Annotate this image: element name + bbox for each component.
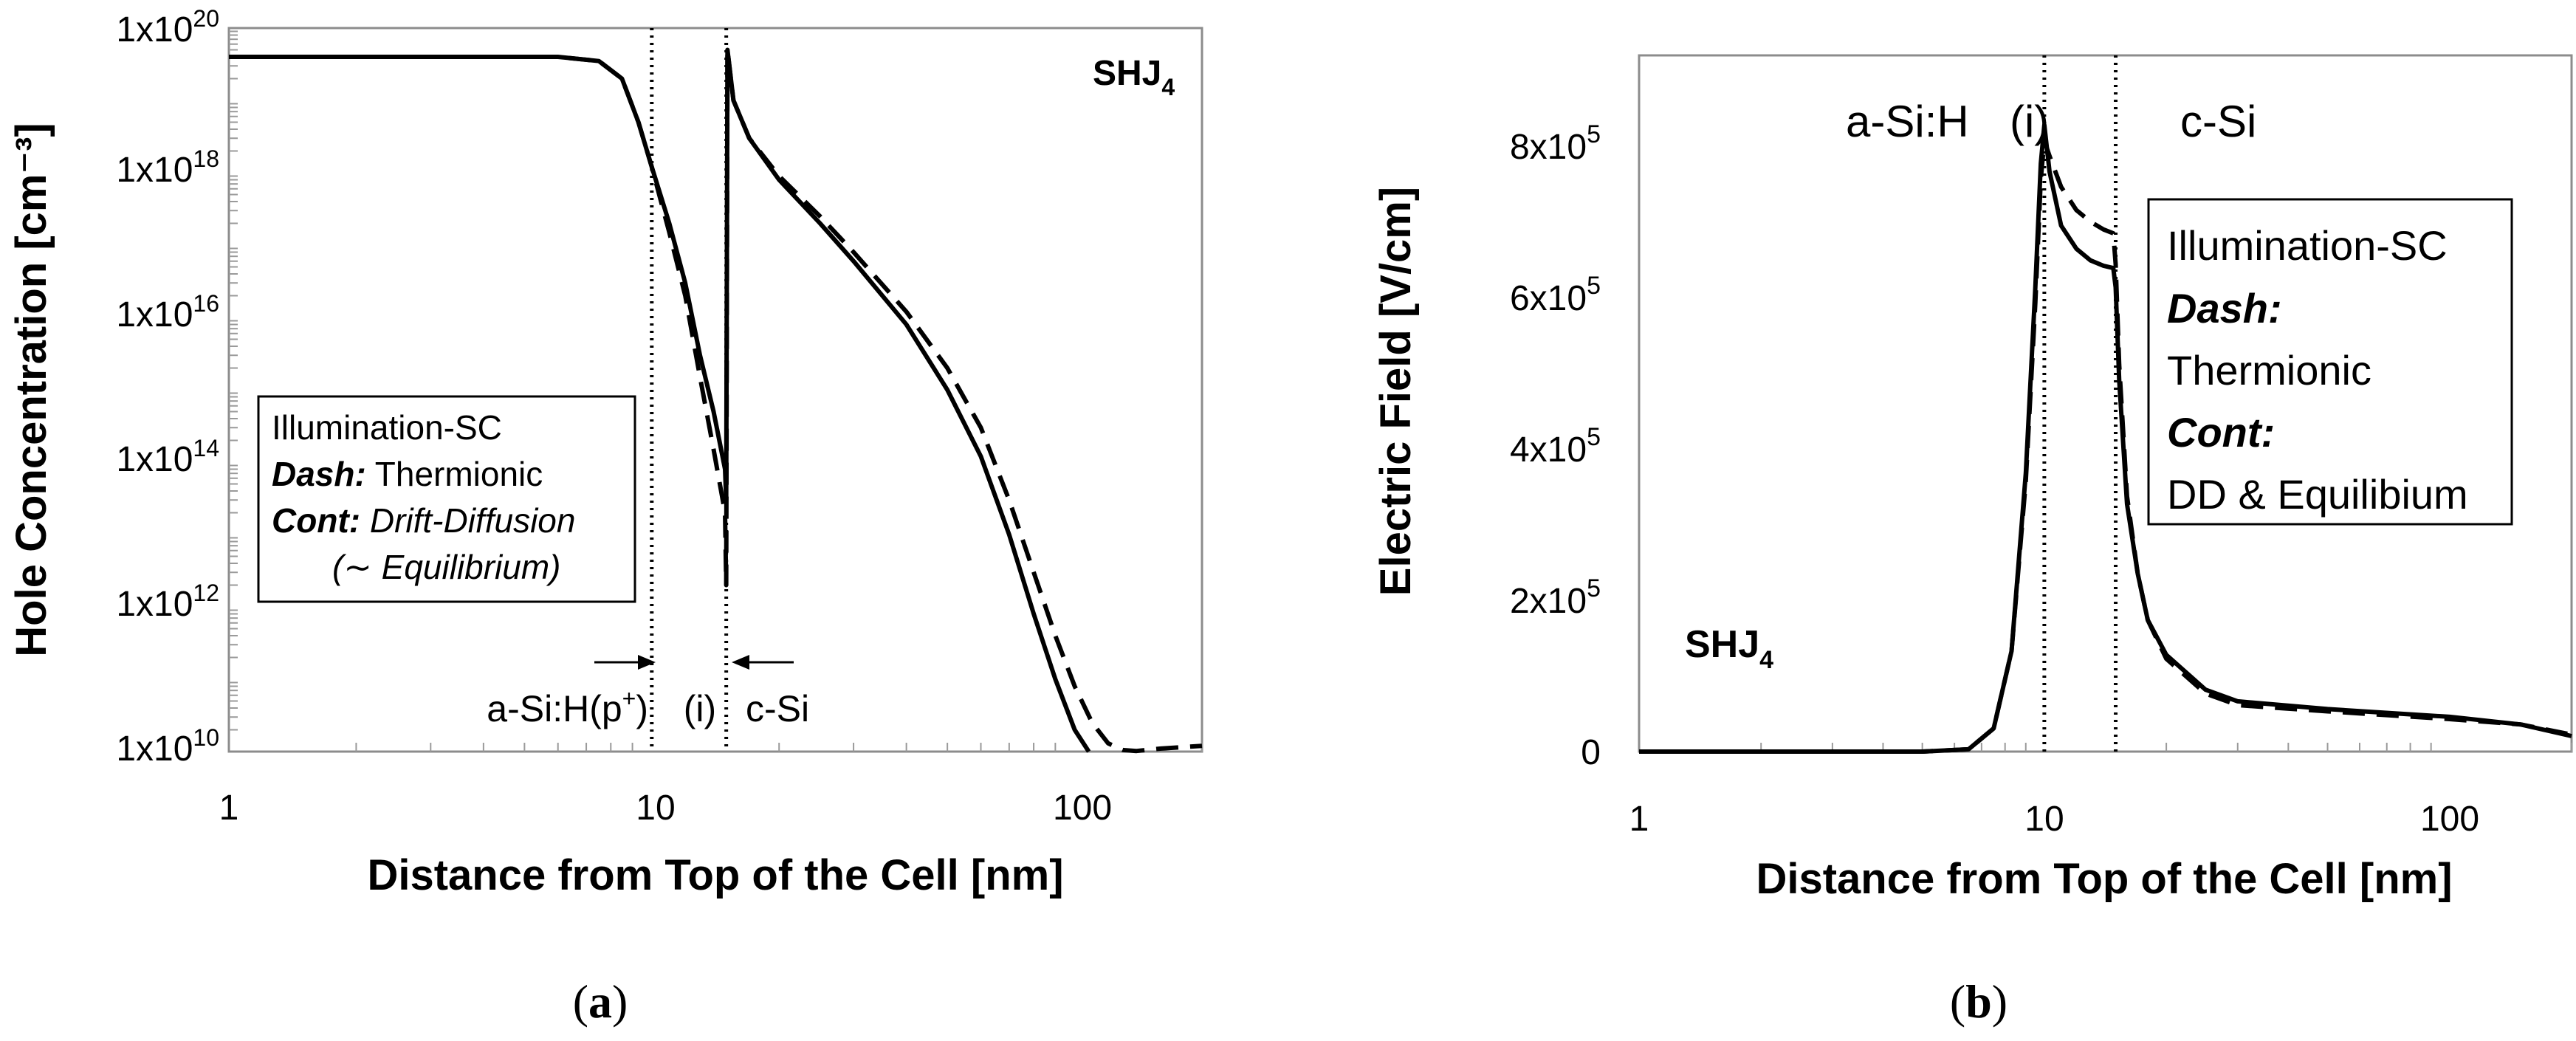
panel-a-y-tick-label: 1x1012 xyxy=(116,580,219,624)
panel-b-y-tick-label: 0 xyxy=(1581,733,1601,772)
panel-b-legend-box xyxy=(2147,198,2513,526)
panel-b-x-tick-label: 10 xyxy=(2024,800,2064,839)
panel-a-x-minor-ticks xyxy=(355,743,1203,752)
panel-a-series xyxy=(229,47,1203,754)
panel-a-legend-line1: Illumination-SC xyxy=(272,408,502,447)
panel-a-legend-cont: Cont: Drift-Diffusion xyxy=(272,501,575,540)
series-line-thermionic xyxy=(1639,138,2572,754)
panel-a-label: (a) xyxy=(573,975,628,1028)
panel-b-y-tick-label: 8x105 xyxy=(1510,120,1601,167)
panel-b-legend-cont-val: DD & Equilibium xyxy=(2167,471,2468,518)
panel-a-y-tick-label: 1x1020 xyxy=(116,5,219,49)
panel-a-y-tick-label: 1x1016 xyxy=(116,290,219,334)
panel-b-y-tick-label: 6x105 xyxy=(1510,272,1601,318)
panel-a-region-label-asi: a-Si:H(p+) xyxy=(487,685,648,729)
panel-b-label: (b) xyxy=(1950,975,2007,1028)
panel-a-y-tick-label: 1x1014 xyxy=(116,435,219,479)
panel-a-legend-cont2: (∼ Equilibrium) xyxy=(332,548,561,586)
panel-a-legend-dash: Dash: Thermionic xyxy=(272,455,543,493)
panel-b-legend-dash-key: Dash: xyxy=(2167,285,2282,331)
panel-b-region-label-csi: c-Si xyxy=(2180,97,2256,146)
panel-b-legend-cont-key: Cont: xyxy=(2167,409,2275,456)
panel-b-boundary-lines xyxy=(2042,55,2118,752)
panel-b-x-tick-label: 1 xyxy=(1629,800,1649,839)
panel-a-y-minor-ticks xyxy=(229,30,238,731)
panel-a-region-arrows xyxy=(594,655,794,670)
panel-a: 1x1010 1x1012 1x1014 1x1016 1x1018 1x102… xyxy=(7,5,1203,1028)
panel-b-title: SHJ4 xyxy=(1685,623,1773,674)
panel-a-x-axis-title: Distance from Top of the Cell [nm] xyxy=(367,851,1063,899)
panel-a-y-tick-label: 1x1018 xyxy=(116,145,219,190)
panel-a-legend: Illumination-SC Dash: Thermionic Cont: D… xyxy=(257,395,636,603)
series-line-drift-diffusion xyxy=(1639,123,2572,754)
panel-b-y-axis-title: Electric Field [V/cm] xyxy=(1372,187,1420,596)
panel-b-x-axis-title: Distance from Top of the Cell [nm] xyxy=(1756,855,2452,903)
panel-a-x-tick-label: 1 xyxy=(219,789,239,828)
panel-a-y-tick-label: 1x1010 xyxy=(116,724,219,769)
panel-a-y-axis-title: Hole Concentration [cm⁻³] xyxy=(7,123,55,656)
series-line-drift-diffusion xyxy=(229,47,1091,753)
panel-b-series xyxy=(1639,123,2572,754)
panel-b-x-minor-ticks xyxy=(1760,743,2572,752)
panel-b-legend: Illumination-SC Dash: Thermionic Cont: D… xyxy=(2147,198,2513,526)
panel-b-plot-area xyxy=(1638,54,2573,753)
panel-a-arrow-right-head xyxy=(732,655,749,670)
panel-b-y-tick-label: 4x105 xyxy=(1510,423,1601,470)
panel-a-region-label-csi: c-Si xyxy=(746,688,809,729)
panel-b-legend-dash-val: Thermionic xyxy=(2167,347,2371,394)
panel-b-y-tick-label: 2x105 xyxy=(1510,574,1601,621)
panel-a-legend-box xyxy=(257,395,636,603)
panel-b-region-label-asi: a-Si:H xyxy=(1846,97,1969,146)
panel-b-x-tick-label: 100 xyxy=(2420,800,2479,839)
panel-a-region-label-i: (i) xyxy=(684,688,716,729)
panel-a-x-tick-label: 10 xyxy=(636,789,675,828)
panel-a-plot-area xyxy=(227,27,1203,753)
panel-a-arrow-left-head xyxy=(638,655,656,670)
panel-a-title: SHJ4 xyxy=(1093,54,1175,100)
panel-a-x-tick-label: 100 xyxy=(1053,789,1112,828)
panel-b-legend-line1: Illumination-SC xyxy=(2167,222,2448,269)
panel-b-region-label-i: (i) xyxy=(2010,97,2049,146)
panel-b: 0 2x105 4x105 6x105 8x105 1 10 100 Dista… xyxy=(1372,54,2573,1028)
